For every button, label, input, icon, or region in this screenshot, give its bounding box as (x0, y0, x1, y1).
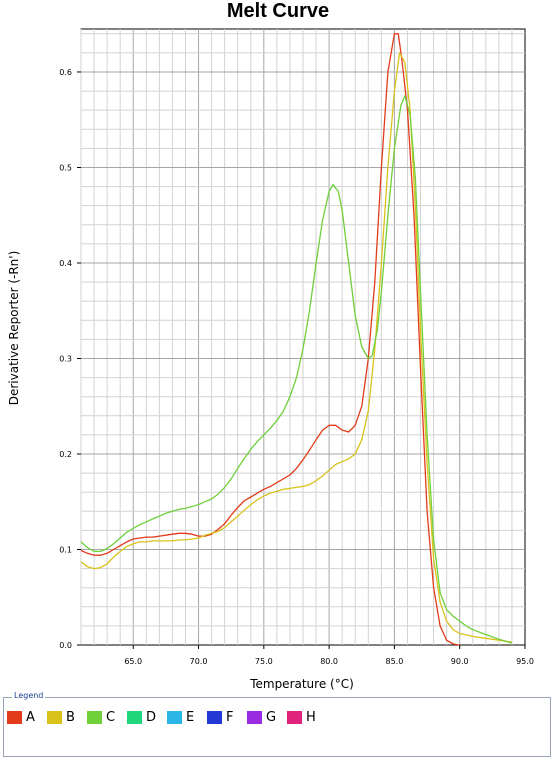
x-tick-label: 80.0 (320, 657, 338, 666)
legend-item-e[interactable]: E (167, 710, 207, 725)
legend-item-a[interactable]: A (7, 710, 47, 725)
legend-item-c[interactable]: C (87, 710, 127, 725)
legend-title: Legend (12, 691, 46, 700)
y-tick-label: 0.1 (59, 545, 72, 554)
x-tick-label: 70.0 (190, 657, 208, 666)
series-line-a (80, 33, 460, 646)
x-axis-ticks: 65.0 70.0 75.0 80.0 85.0 90.0 95.0 (124, 645, 534, 666)
x-tick-label: 75.0 (255, 657, 273, 666)
legend-item-b[interactable]: B (47, 710, 87, 725)
legend-swatch (167, 711, 182, 724)
legend-swatch (287, 711, 302, 724)
legend-swatch (7, 711, 22, 724)
x-tick-label: 85.0 (386, 657, 404, 666)
legend-label: A (26, 710, 35, 725)
y-tick-label: 0.2 (59, 450, 72, 459)
legend-label: F (226, 710, 234, 725)
y-tick-label: 0.4 (59, 259, 72, 268)
legend-swatch (247, 711, 262, 724)
y-axis-ticks: 0.0 0.1 0.2 0.3 0.4 0.5 0.6 (59, 68, 81, 650)
legend-items: A B C D E F G H (7, 710, 327, 725)
legend-item-f[interactable]: F (207, 710, 247, 725)
y-tick-label: 0.6 (59, 68, 72, 77)
legend-item-d[interactable]: D (127, 710, 167, 725)
legend-label: E (186, 710, 195, 725)
y-tick-label: 0.5 (59, 163, 72, 172)
melt-curve-chart: Melt Curve 65.0 70.0 75.0 80.0 85.0 90.0 95.0 … (7, 0, 534, 691)
y-tick-label: 0.0 (59, 641, 72, 650)
chart-title: Melt Curve (227, 0, 329, 22)
legend-label: B (66, 710, 75, 725)
y-tick-label: 0.3 (59, 354, 72, 363)
legend-item-h[interactable]: H (287, 710, 327, 725)
x-tick-label: 65.0 (124, 657, 142, 666)
legend-swatch (47, 711, 62, 724)
legend-label: G (266, 710, 277, 725)
legend-swatch (127, 711, 142, 724)
legend-label: C (106, 710, 116, 725)
series-line-c (80, 95, 513, 644)
y-axis-label: Derivative Reporter (-Rn') (7, 251, 21, 406)
legend-label: H (306, 710, 316, 725)
legend-item-g[interactable]: G (247, 710, 287, 725)
series-lines (80, 33, 513, 646)
series-line-b (80, 52, 512, 643)
legend-label: D (146, 710, 157, 725)
legend-swatch (87, 711, 102, 724)
x-axis-label: Temperature (°C) (249, 677, 354, 691)
legend-panel: Legend A B C D E F G H (3, 691, 551, 757)
legend-swatch (207, 711, 222, 724)
x-tick-label: 95.0 (516, 657, 534, 666)
x-tick-label: 90.0 (451, 657, 469, 666)
